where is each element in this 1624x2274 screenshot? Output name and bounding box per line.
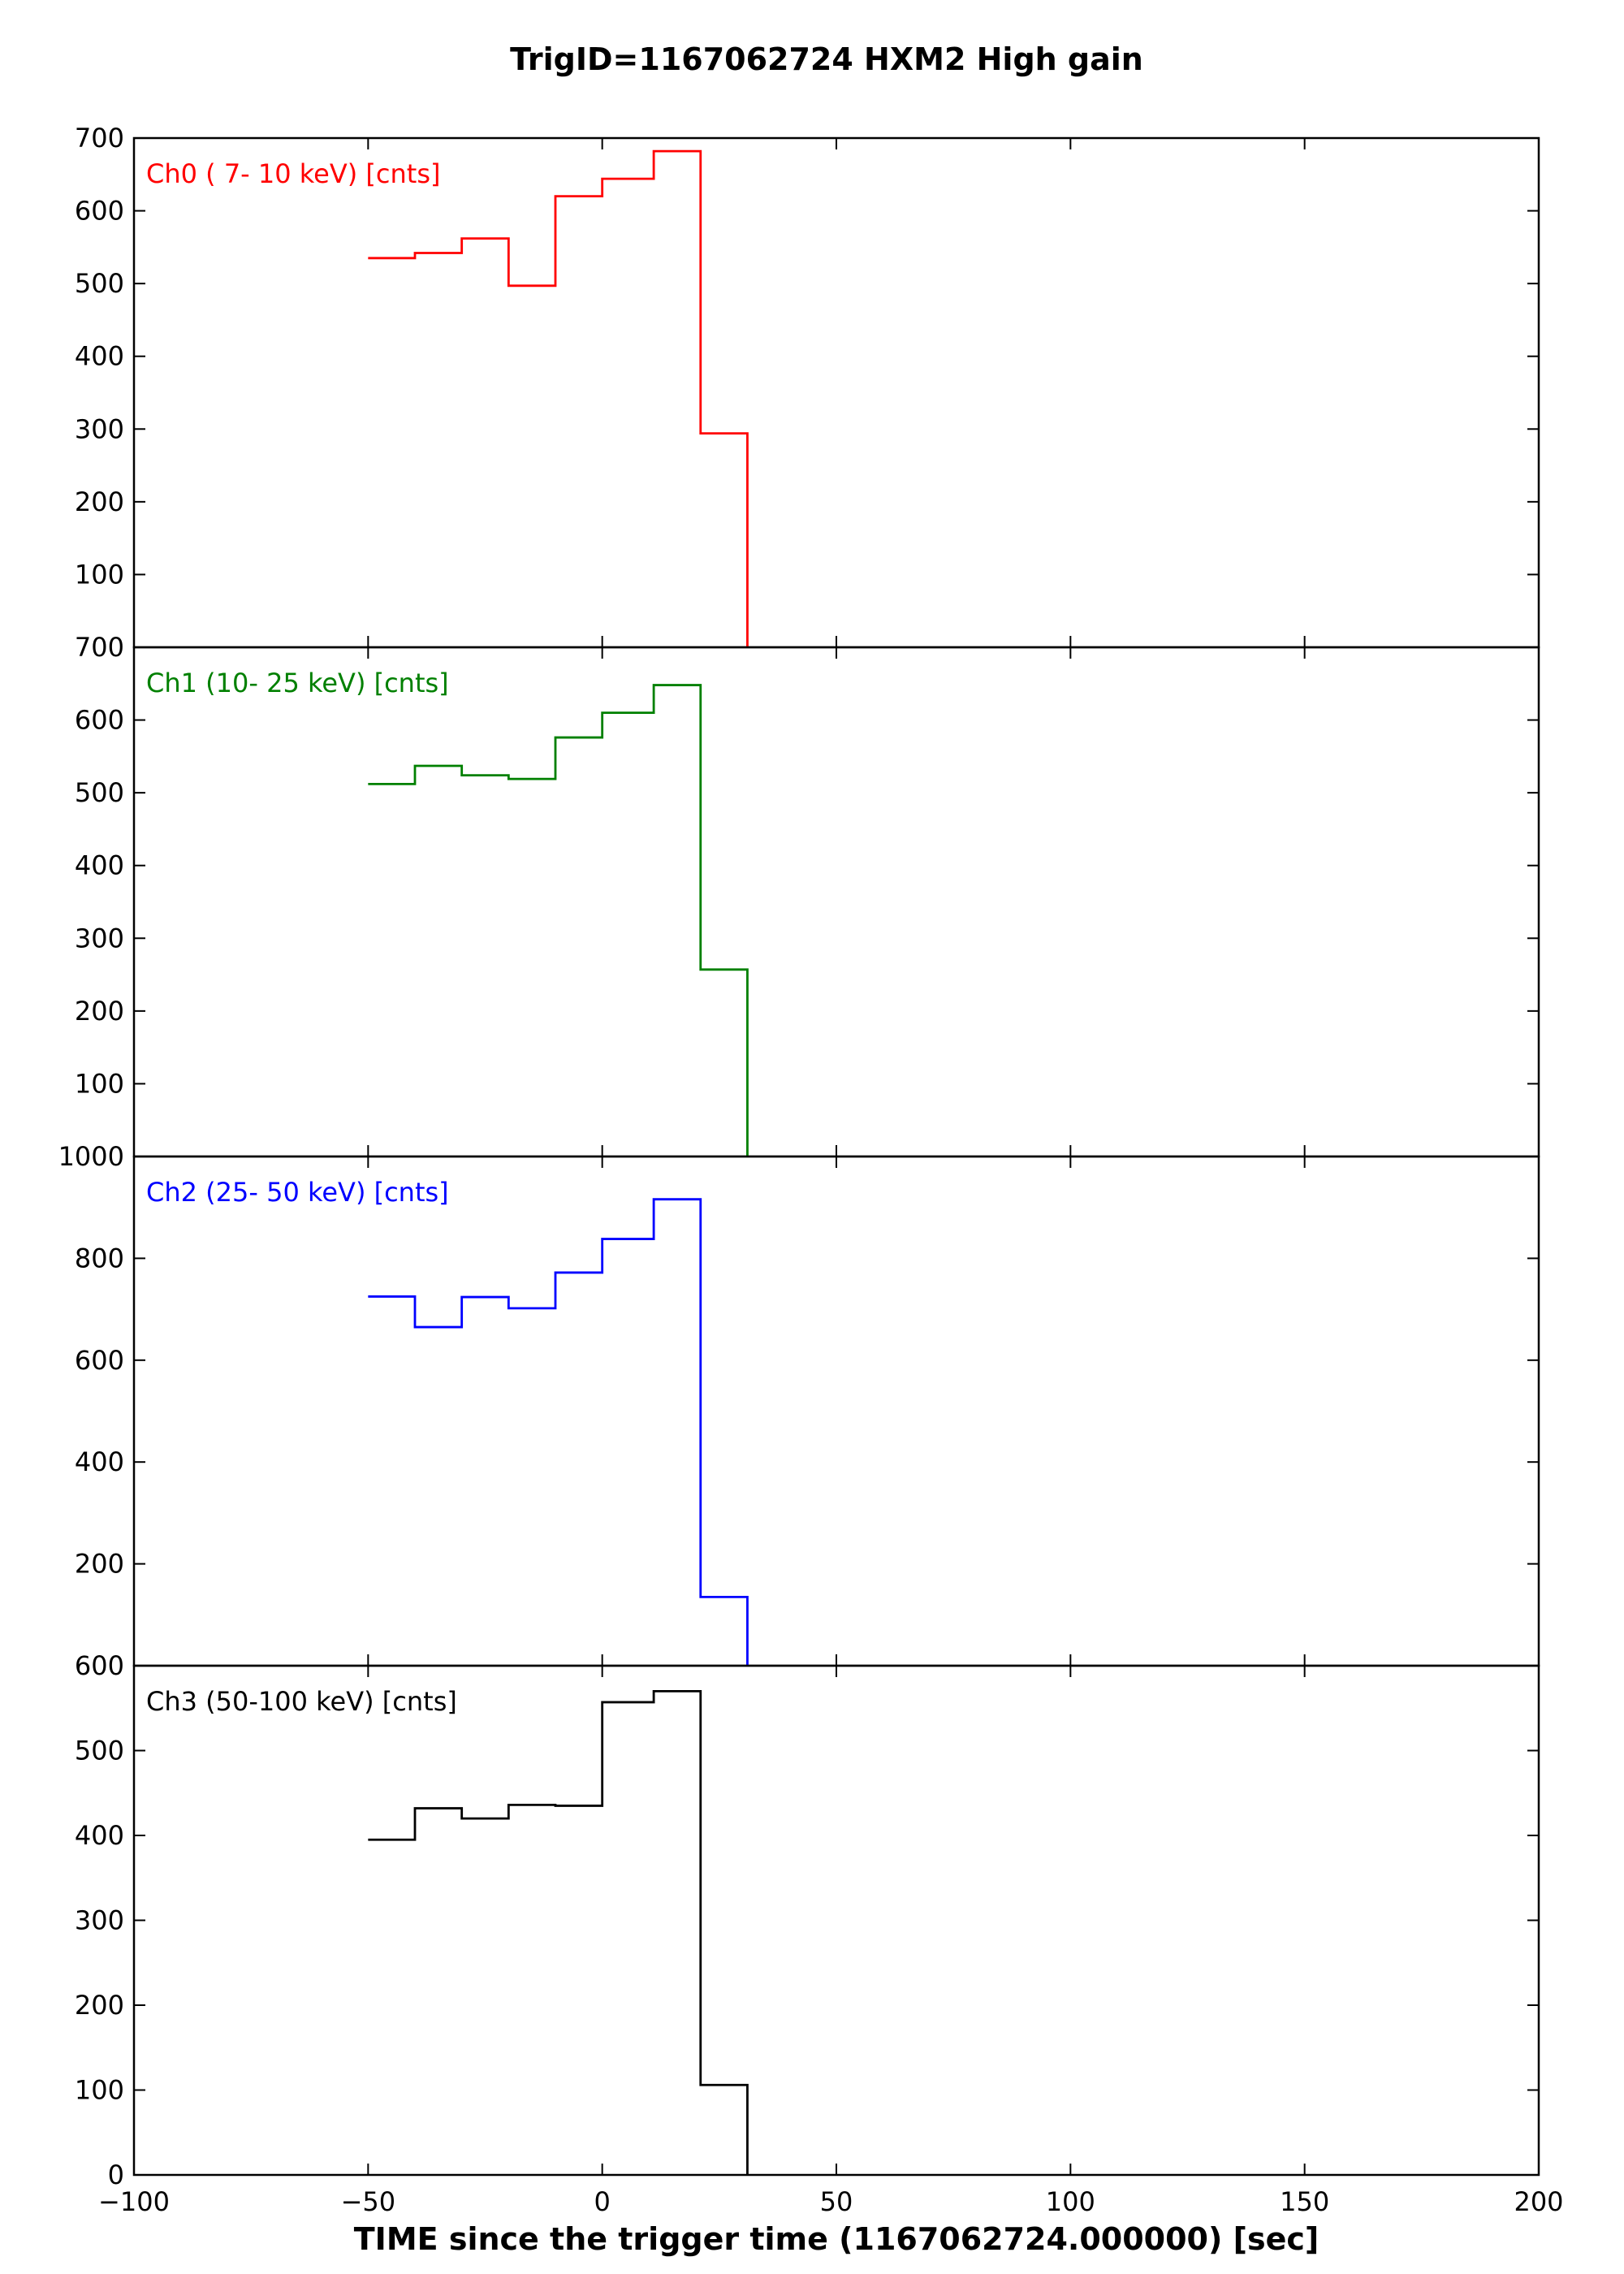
y-tick-label: 200 <box>75 996 124 1027</box>
panel-1: 100 200 300 400 500 600 700 Ch1 (10- 25 keV) [c… <box>75 632 1540 1158</box>
y-tick-label: 400 <box>75 850 124 881</box>
y-tick-label: 700 <box>75 632 124 663</box>
y-tick-label: 500 <box>75 268 124 299</box>
panel-0: 100 200 300 400 500 600 700 Ch0 ( 7- 10 keV) [c… <box>75 123 1540 649</box>
y-tick-label: 600 <box>75 1345 124 1376</box>
x-tick-label: 150 <box>1280 2186 1329 2217</box>
series-label: Ch2 (25- 50 keV) [cnts] <box>146 1177 449 1208</box>
y-tick-label: 600 <box>75 1650 124 1681</box>
x-tick-label: 0 <box>594 2186 610 2217</box>
y-tick-label: 500 <box>75 1736 124 1766</box>
panel-frame <box>132 136 1540 649</box>
y-tick-label: 0 <box>108 2159 124 2190</box>
panel-frame <box>132 1155 1540 1667</box>
panels: 100 200 300 400 500 600 700 Ch0 ( 7- 10 keV) [c… <box>58 123 1540 2190</box>
series-line-2 <box>368 1198 749 1666</box>
series-line-1 <box>368 684 749 1156</box>
y-tick-label: 800 <box>75 1243 124 1273</box>
panel-frame <box>132 646 1540 1158</box>
x-tick-label: 100 <box>1046 2186 1095 2217</box>
series-line-0 <box>368 149 749 647</box>
y-tick-label: 1000 <box>58 1141 124 1172</box>
panel-2: 200 400 600 800 1000 Ch2 (25- 50 keV) [cnts] <box>58 1141 1540 1667</box>
y-tick-label: 200 <box>75 1990 124 2021</box>
chart-title: TrigID=1167062724 HXM2 High gain <box>510 41 1143 77</box>
panel-frame <box>132 1664 1540 2177</box>
y-tick-label: 100 <box>75 2075 124 2106</box>
y-tick-label: 100 <box>75 1068 124 1099</box>
y-tick-label: 300 <box>75 1905 124 1936</box>
panel-3: 0 100 200 300 400 500 600 Ch3 (50-100 keV) [cnt… <box>75 1650 1540 2190</box>
y-tick-label: 400 <box>75 341 124 372</box>
x-tick-label: 50 <box>820 2186 853 2217</box>
y-tick-label: 300 <box>75 923 124 953</box>
y-tick-label: 100 <box>75 559 124 590</box>
y-tick-label: 400 <box>75 1820 124 1851</box>
y-tick-label: 700 <box>75 123 124 153</box>
series-label: Ch1 (10- 25 keV) [cnts] <box>146 668 449 698</box>
y-tick-label: 300 <box>75 413 124 444</box>
x-axis-label: TIME since the trigger time (1167062724.… <box>354 2221 1319 2257</box>
x-tick-label: 200 <box>1514 2186 1563 2217</box>
series-label: Ch3 (50-100 keV) [cnts] <box>146 1686 457 1717</box>
y-tick-label: 600 <box>75 705 124 736</box>
series-label: Ch0 ( 7- 10 keV) [cnts] <box>146 158 440 189</box>
y-tick-label: 200 <box>75 486 124 517</box>
x-tick-label: −100 <box>98 2186 170 2217</box>
x-axis: −100 −50 0 50 100 150 200 <box>98 2186 1563 2217</box>
y-tick-label: 200 <box>75 1549 124 1580</box>
y-tick-label: 400 <box>75 1446 124 1477</box>
y-tick-label: 600 <box>75 196 124 227</box>
series-line-3 <box>368 1689 749 2175</box>
y-tick-label: 500 <box>75 777 124 808</box>
x-tick-label: −50 <box>341 2186 396 2217</box>
